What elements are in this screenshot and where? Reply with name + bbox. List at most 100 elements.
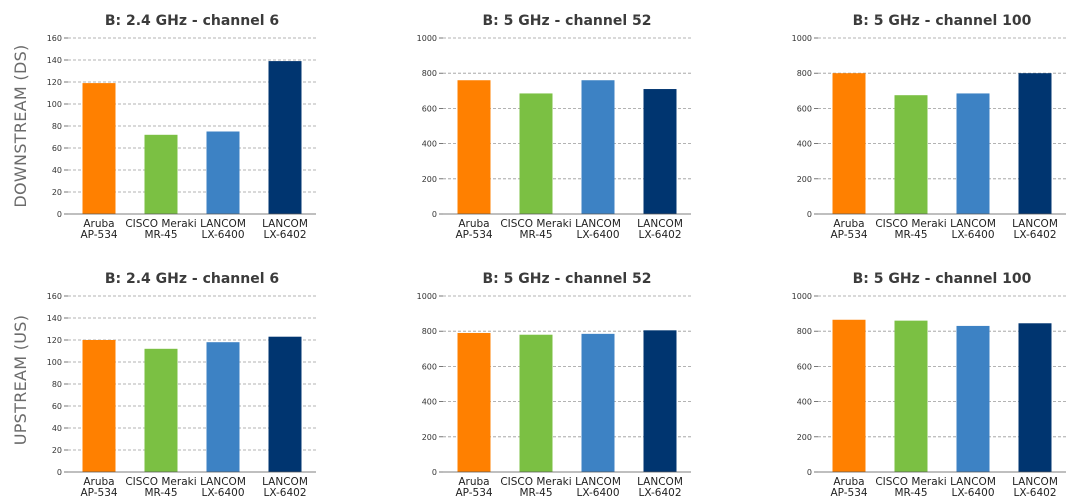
x-tick-label: LANCOM LX-6400 — [950, 218, 996, 241]
chart-panel: B: 5 GHz - channel 100 0 200 400 600 800 1000 A… — [792, 271, 1066, 499]
bar — [581, 333, 615, 472]
y-tick-label: 160 — [47, 34, 62, 43]
y-tick-label: 0 — [432, 468, 437, 477]
chart-panel: B: 5 GHz - channel 52 0 200 400 600 800 1000 Ar… — [417, 13, 691, 241]
bar — [268, 336, 302, 472]
bar — [82, 340, 116, 472]
bar — [832, 73, 866, 214]
x-tick-label: LANCOM LX-6402 — [637, 476, 683, 499]
chart-panels: B: 2.4 GHz - channel 6 0 20 40 60 80 100 120 140… — [47, 13, 1066, 499]
x-tick-label: LANCOM LX-6400 — [200, 218, 246, 241]
x-tick-label: CISCO Meraki MR-45 — [125, 218, 196, 241]
y-tick-label: 800 — [797, 69, 812, 78]
y-tick-label: 600 — [797, 362, 812, 371]
y-tick-label: 60 — [52, 402, 62, 411]
bar — [457, 80, 491, 215]
y-tick-label: 400 — [797, 398, 812, 407]
y-tick-label: 0 — [432, 210, 437, 219]
y-tick-label: 0 — [57, 468, 62, 477]
y-tick-label: 400 — [797, 140, 812, 149]
chart-title: B: 5 GHz - channel 100 — [853, 271, 1032, 287]
chart-panel: B: 5 GHz - channel 100 0 200 400 600 800 1000 A… — [792, 13, 1066, 241]
y-tick-label: 800 — [797, 327, 812, 336]
y-tick-label: 0 — [807, 210, 812, 219]
y-tick-label: 1000 — [792, 34, 812, 43]
bar — [1018, 73, 1052, 214]
bar — [643, 89, 677, 214]
bar — [519, 334, 553, 472]
x-tick-label: LANCOM LX-6400 — [575, 218, 621, 241]
x-tick-label: LANCOM LX-6400 — [575, 476, 621, 499]
x-tick-label: Aruba AP-534 — [830, 218, 867, 241]
y-tick-label: 40 — [52, 166, 62, 175]
y-tick-label: 1000 — [417, 292, 437, 301]
bar — [144, 134, 178, 214]
y-tick-label: 80 — [52, 122, 62, 131]
y-tick-label: 400 — [422, 398, 437, 407]
y-tick-label: 800 — [422, 69, 437, 78]
x-tick-label: LANCOM LX-6402 — [1012, 476, 1058, 499]
y-tick-label: 1000 — [792, 292, 812, 301]
chart-panel: B: 5 GHz - channel 52 0 200 400 600 800 1000 Ar… — [417, 271, 691, 499]
x-tick-label: Aruba AP-534 — [455, 218, 492, 241]
y-tick-label: 140 — [47, 56, 62, 65]
bar — [1018, 323, 1052, 472]
x-tick-label: LANCOM LX-6400 — [200, 476, 246, 499]
x-tick-label: LANCOM LX-6400 — [950, 476, 996, 499]
x-tick-label: LANCOM LX-6402 — [262, 476, 308, 499]
y-tick-label: 100 — [47, 100, 62, 109]
bar — [519, 93, 553, 214]
bar — [643, 330, 677, 472]
y-tick-label: 140 — [47, 314, 62, 323]
x-tick-label: LANCOM LX-6402 — [1012, 218, 1058, 241]
y-tick-label: 0 — [807, 468, 812, 477]
bar — [206, 342, 240, 472]
bar — [956, 325, 990, 472]
bar — [894, 320, 928, 472]
x-tick-label: CISCO Meraki MR-45 — [875, 218, 946, 241]
y-tick-label: 40 — [52, 424, 62, 433]
y-tick-label: 80 — [52, 380, 62, 389]
y-tick-label: 20 — [52, 188, 62, 197]
chart-panel: B: 2.4 GHz - channel 6 0 20 40 60 80 100 120 140… — [47, 13, 316, 241]
x-tick-label: CISCO Meraki MR-45 — [500, 476, 571, 499]
row-label-upstream: UPSTREAM (US) — [11, 315, 30, 446]
chart-title: B: 2.4 GHz - channel 6 — [105, 271, 279, 287]
y-tick-label: 1000 — [417, 34, 437, 43]
y-tick-label: 120 — [47, 336, 62, 345]
y-tick-label: 200 — [422, 433, 437, 442]
bar — [268, 61, 302, 214]
y-tick-label: 200 — [422, 175, 437, 184]
y-tick-label: 20 — [52, 446, 62, 455]
x-tick-label: CISCO Meraki MR-45 — [125, 476, 196, 499]
x-tick-label: LANCOM LX-6402 — [262, 218, 308, 241]
chart-panel: B: 2.4 GHz - channel 6 0 20 40 60 80 100 120 140… — [47, 271, 316, 499]
bar — [956, 93, 990, 214]
row-label-downstream: DOWNSTREAM (DS) — [11, 44, 30, 207]
y-tick-label: 600 — [797, 104, 812, 113]
y-tick-label: 600 — [422, 104, 437, 113]
bar — [832, 319, 866, 472]
x-tick-label: CISCO Meraki MR-45 — [875, 476, 946, 499]
chart-title: B: 2.4 GHz - channel 6 — [105, 13, 279, 29]
x-tick-label: Aruba AP-534 — [80, 476, 117, 499]
x-tick-label: Aruba AP-534 — [80, 218, 117, 241]
chart-title: B: 5 GHz - channel 52 — [483, 271, 652, 287]
y-tick-label: 100 — [47, 358, 62, 367]
bar — [82, 83, 116, 214]
bar — [144, 348, 178, 472]
x-tick-label: Aruba AP-534 — [455, 476, 492, 499]
y-tick-label: 160 — [47, 292, 62, 301]
bar — [206, 131, 240, 214]
y-tick-label: 200 — [797, 175, 812, 184]
y-tick-label: 200 — [797, 433, 812, 442]
y-tick-label: 600 — [422, 362, 437, 371]
y-tick-label: 400 — [422, 140, 437, 149]
bar — [894, 95, 928, 214]
chart-title: B: 5 GHz - channel 52 — [483, 13, 652, 29]
bar — [457, 332, 491, 472]
y-tick-label: 0 — [57, 210, 62, 219]
chart-title: B: 5 GHz - channel 100 — [853, 13, 1032, 29]
y-tick-label: 60 — [52, 144, 62, 153]
